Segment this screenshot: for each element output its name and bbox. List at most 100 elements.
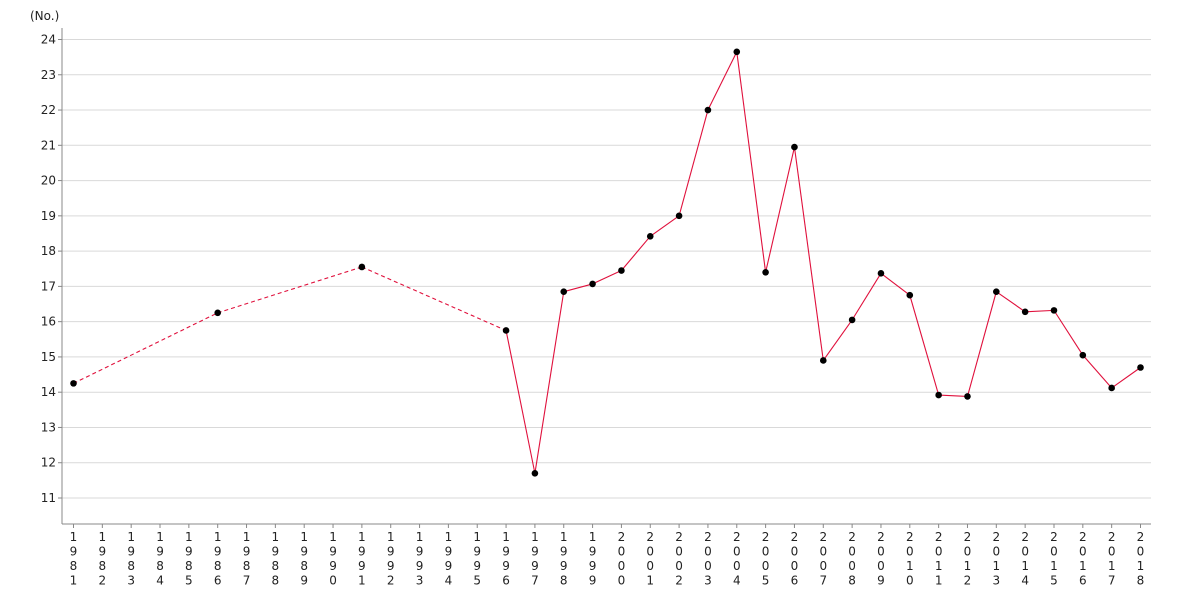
data-point (1137, 364, 1144, 371)
series-segment (217, 266, 363, 314)
data-point (877, 270, 885, 277)
y-tick-label: 20 (41, 174, 56, 188)
series-segment (649, 215, 680, 237)
series-segment (620, 235, 651, 271)
series-segment (1111, 367, 1141, 389)
data-point (791, 143, 798, 151)
data-point (993, 288, 1000, 295)
y-axis-unit-label: (No.) (30, 9, 59, 23)
data-point (675, 212, 683, 220)
series-lines (73, 51, 1141, 474)
y-axis-ticks: 11 12 13 14 15 16 17 18 19 20 21 22 23 24 (41, 33, 62, 505)
series-segment (563, 283, 593, 293)
series-segment (592, 270, 622, 285)
data-point (733, 48, 741, 56)
data-point (531, 470, 539, 477)
data-point (589, 280, 596, 288)
series-segment (880, 272, 911, 296)
series-segment (707, 51, 738, 111)
series-segment (938, 394, 968, 397)
y-tick-label: 23 (41, 68, 56, 82)
data-point (214, 309, 221, 317)
data-point (560, 288, 568, 295)
data-point (502, 327, 510, 334)
series-segment (1082, 354, 1113, 389)
data-point (1108, 384, 1115, 392)
data-point (646, 233, 654, 240)
data-point (1079, 351, 1087, 359)
data-point (762, 268, 769, 276)
y-tick-label: 15 (41, 350, 56, 364)
y-tick-label: 19 (41, 209, 56, 223)
grid-lines (62, 39, 1151, 499)
x-axis-ticks: 1 9 8 1 1 9 8 2 1 9 8 3 1 9 8 4 1 9 8 5 1 9 8 6 1 9 8 7 1 9 8 8 1 9 8 9 1 9 9 0… (70, 524, 1145, 588)
series-segment (73, 312, 218, 384)
series-segment (361, 266, 507, 331)
axes (61, 28, 1151, 525)
series-segment (851, 273, 882, 321)
data-point (906, 291, 914, 299)
series-segment (1025, 309, 1055, 313)
data-point (1021, 308, 1029, 316)
series-segment (765, 146, 795, 273)
series-segment (793, 146, 824, 361)
series-segment (995, 291, 1026, 313)
y-tick-label: 11 (41, 491, 56, 505)
series-segment (534, 291, 565, 474)
y-tick-label: 14 (41, 385, 56, 399)
y-tick-label: 22 (41, 103, 56, 117)
series-segment (505, 330, 536, 474)
y-tick-label: 18 (41, 244, 56, 258)
series-segment (736, 51, 767, 273)
series-segment (1053, 310, 1084, 356)
y-tick-label: 13 (41, 420, 56, 434)
y-tick-label: 21 (41, 138, 56, 152)
data-point (964, 393, 971, 400)
data-point (358, 263, 366, 271)
y-tick-label: 24 (41, 33, 56, 47)
y-tick-label: 12 (41, 456, 56, 470)
data-point (935, 391, 942, 399)
data-point (819, 357, 827, 364)
y-tick-label: 17 (41, 279, 56, 293)
series-segment (822, 319, 853, 361)
